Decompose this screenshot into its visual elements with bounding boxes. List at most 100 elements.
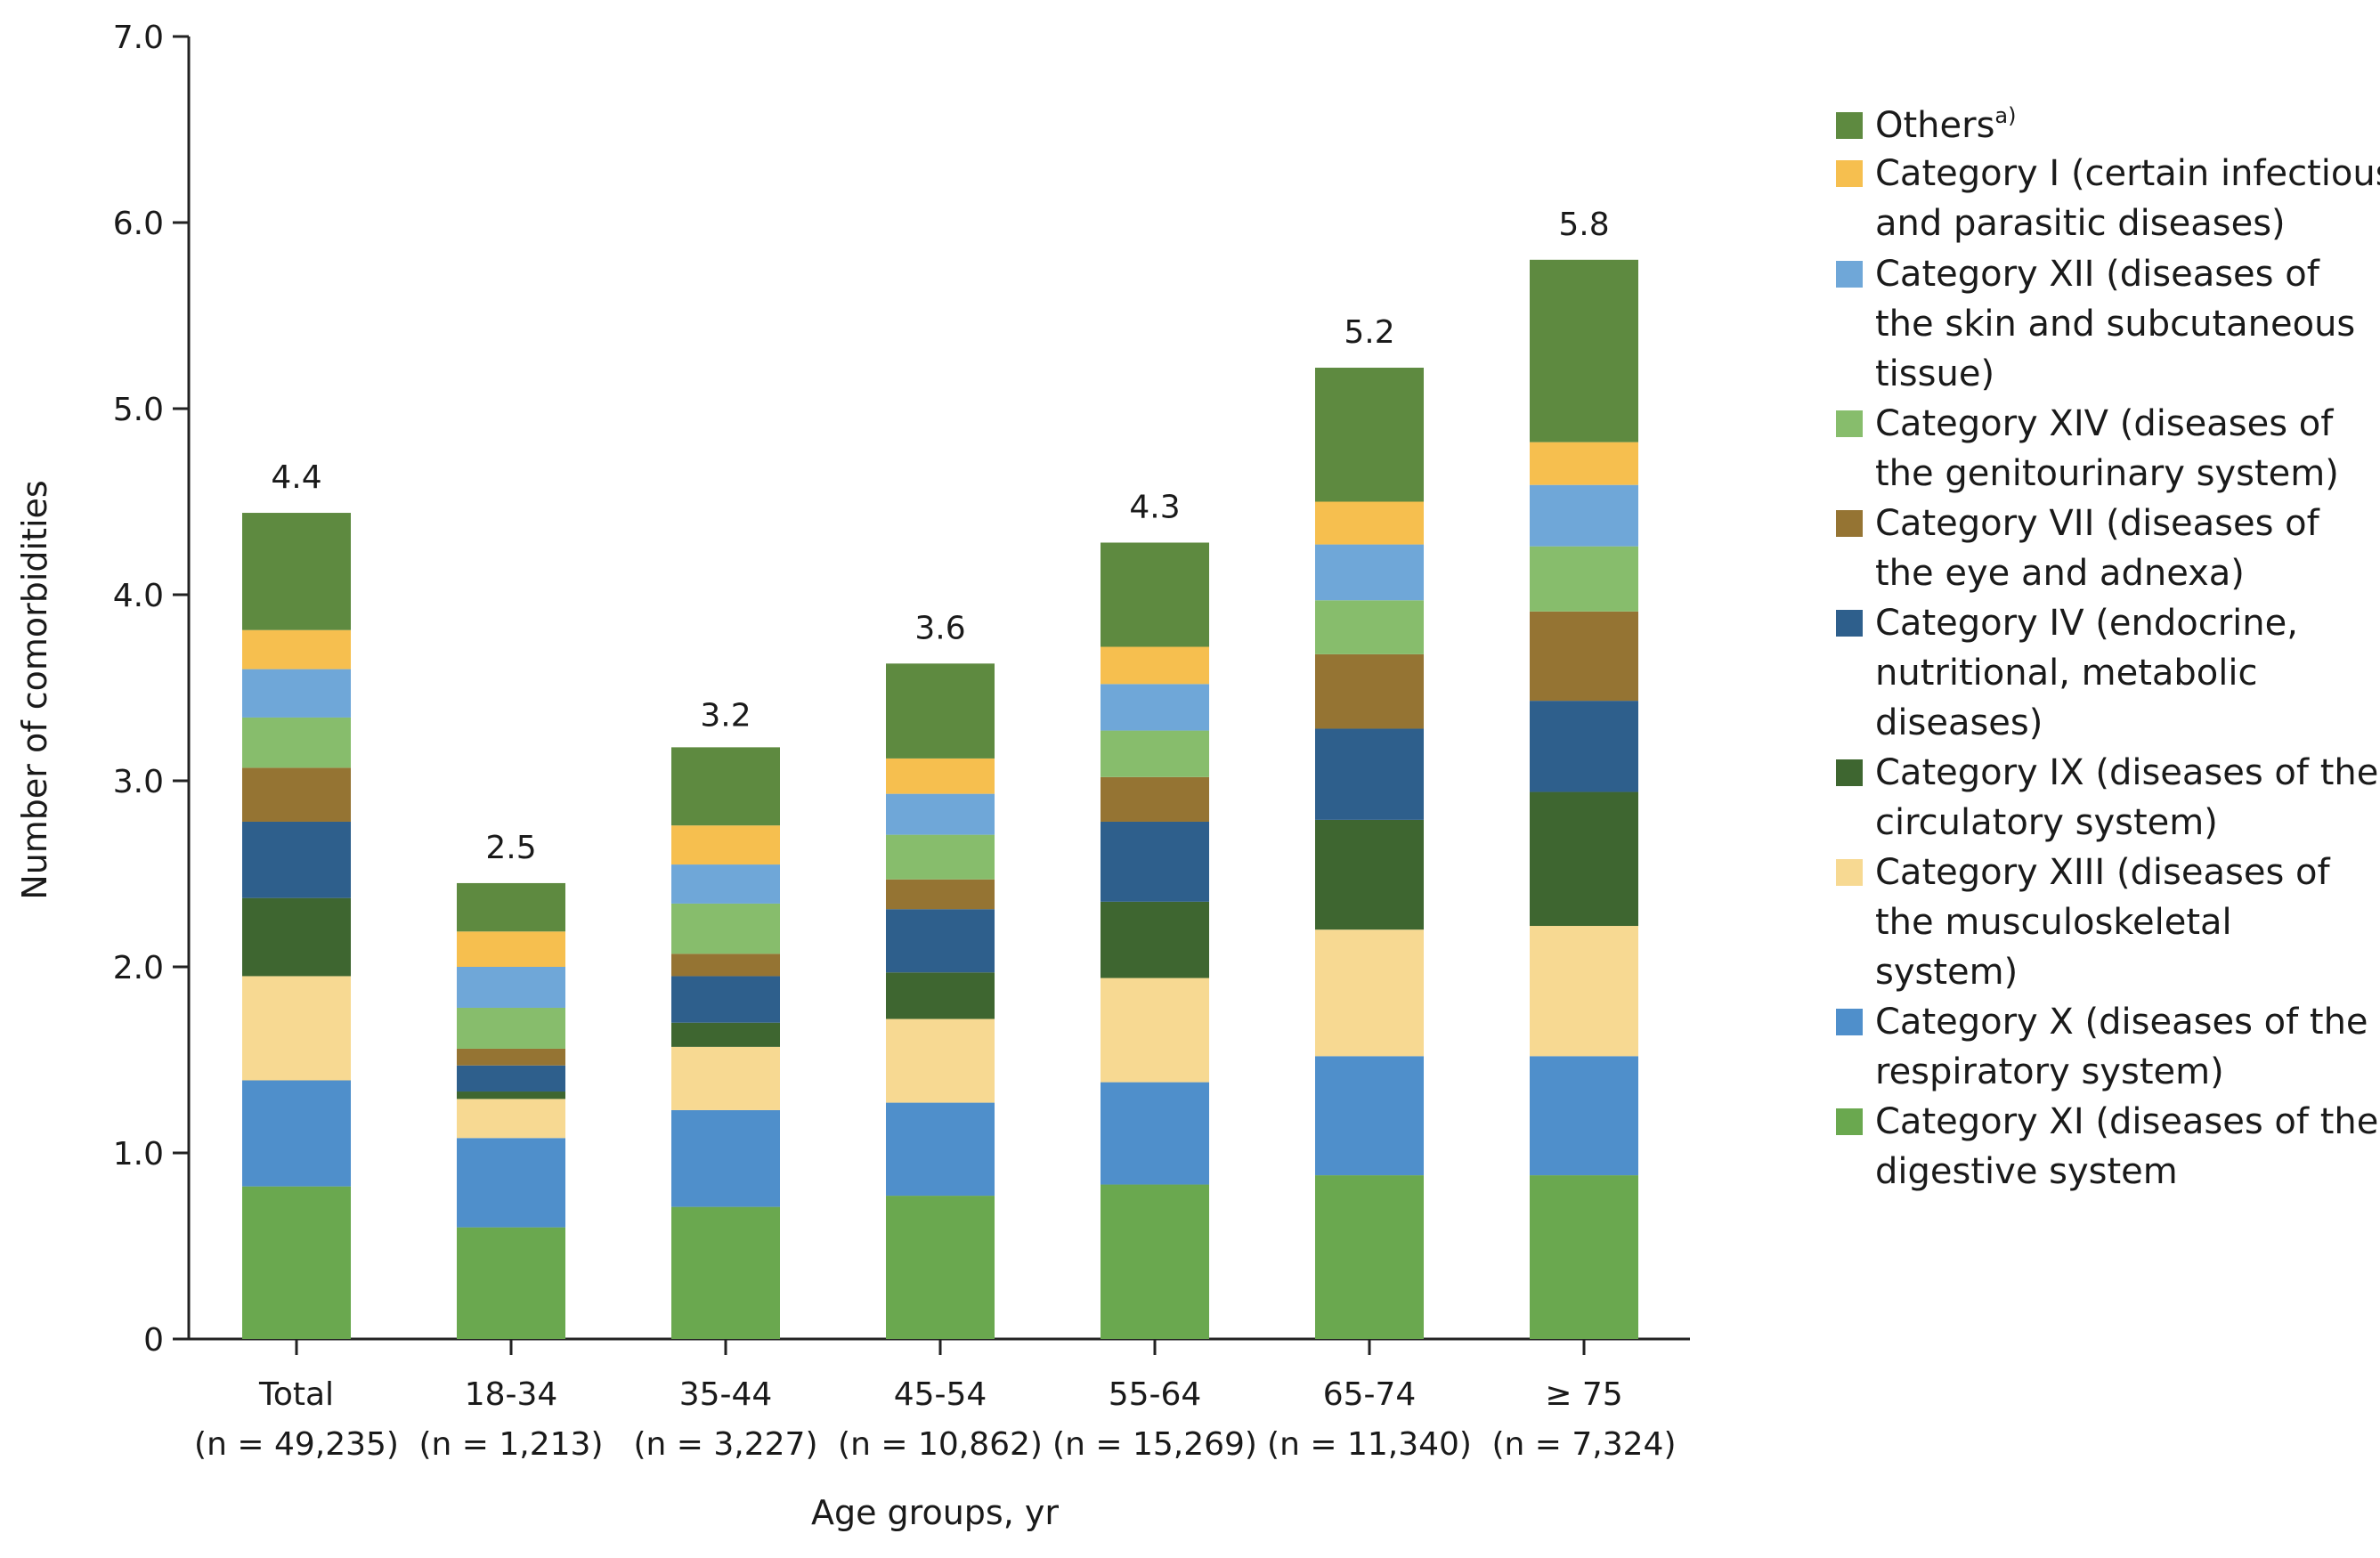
bar-segment <box>1530 791 1638 927</box>
bar-segment <box>457 1007 565 1049</box>
bar-segment <box>457 1099 565 1139</box>
legend-label: Category XIV (diseases of <box>1875 403 2334 444</box>
legend-label: Category XIII (diseases of <box>1875 852 2330 893</box>
legend: Othersa) Category I (certain infectious an… <box>1836 103 2380 1192</box>
legend-label: Category I (certain infectious <box>1875 153 2380 194</box>
x-tick-label-n: (n = 15,269) <box>1052 1426 1257 1463</box>
bar-segment <box>1315 819 1424 930</box>
legend-label: Category XI (diseases of the <box>1875 1101 2378 1142</box>
bar-segment <box>457 967 565 1008</box>
bar-segment <box>1101 542 1209 647</box>
legend-label: Othersa) <box>1875 103 2017 146</box>
bar-segment <box>242 513 351 630</box>
bar-segment <box>242 1186 351 1339</box>
x-tick-label-n: (n = 7,324) <box>1491 1426 1676 1463</box>
legend-swatch <box>1836 1108 1863 1135</box>
x-tick-label-n: (n = 10,862) <box>838 1426 1043 1463</box>
legend-swatch <box>1836 1009 1863 1035</box>
y-tick-label: 2.0 <box>113 950 164 986</box>
bar-segment <box>1315 728 1424 820</box>
bar-segment <box>886 972 995 1019</box>
bar-segment <box>242 976 351 1081</box>
x-tick-label: 65-74 <box>1323 1376 1417 1413</box>
bar-segment <box>886 834 995 880</box>
x-tick-label: 45-54 <box>894 1376 987 1413</box>
bar-segment <box>671 1022 780 1047</box>
y-tick-label: 1.0 <box>113 1136 164 1173</box>
bar-segment <box>457 1065 565 1092</box>
bar-segment <box>1101 978 1209 1083</box>
x-tick-label: Total <box>258 1376 334 1413</box>
bar-segment <box>242 821 351 898</box>
bar-segment <box>1530 546 1638 612</box>
bar-segment <box>1315 653 1424 729</box>
bar-segment <box>671 825 780 865</box>
bar-segment <box>1530 1175 1638 1339</box>
bar-segment <box>1530 611 1638 702</box>
bar-segment <box>671 903 780 954</box>
legend-swatch <box>1836 261 1863 288</box>
bars <box>242 259 1638 1339</box>
legend-label: respiratory system) <box>1875 1051 2224 1092</box>
legend-label: Category X (diseases of the <box>1875 1002 2368 1043</box>
bar-segment <box>457 882 565 932</box>
bar-segment <box>671 976 780 1023</box>
bar-segment <box>1530 442 1638 485</box>
bar-segment <box>886 1018 995 1103</box>
bar-segment <box>242 767 351 822</box>
bar-segment <box>886 1196 995 1339</box>
bar-segment <box>1101 776 1209 822</box>
y-tick-label: 5.0 <box>113 392 164 428</box>
legend-label: diseases) <box>1875 702 2043 743</box>
legend-swatch <box>1836 112 1863 139</box>
legend-label: Category IV (endocrine, <box>1875 603 2298 644</box>
bar-segment <box>457 1138 565 1228</box>
legend-swatch <box>1836 510 1863 537</box>
legend-superscript: a) <box>1994 103 2016 128</box>
y-tick-label: 3.0 <box>113 764 164 800</box>
x-tick-label: 55-64 <box>1109 1376 1202 1413</box>
bar-segment <box>242 669 351 718</box>
bar-segment <box>242 1080 351 1187</box>
bar-segment <box>886 758 995 794</box>
bar-segment <box>671 747 780 826</box>
x-axis-title: Age groups, yr <box>811 1493 1059 1532</box>
legend-label: digestive system <box>1875 1151 2178 1192</box>
bar-segment <box>457 1048 565 1066</box>
legend-swatch <box>1836 160 1863 187</box>
x-tick-label-n: (n = 1,213) <box>418 1426 603 1463</box>
bar-segment <box>1101 821 1209 902</box>
legend-label: the eye and adnexa) <box>1875 553 2245 594</box>
bar-segment <box>1315 1056 1424 1176</box>
bar-segment <box>1530 1056 1638 1176</box>
x-tick-label: ≥ 75 <box>1545 1376 1622 1413</box>
bar-segment <box>1101 646 1209 685</box>
bar-segment <box>1101 730 1209 777</box>
x-tick-label: 18-34 <box>465 1376 558 1413</box>
bar-segment <box>886 663 995 759</box>
bar-segment <box>457 1091 565 1100</box>
bar-segment <box>1101 1082 1209 1185</box>
bar-segment <box>1530 926 1638 1057</box>
y-tick-label: 4.0 <box>113 578 164 614</box>
x-tick-label-n: (n = 49,235) <box>194 1426 399 1463</box>
bar-segment <box>1530 484 1638 547</box>
bar-segment <box>242 629 351 669</box>
bar-segment <box>1315 929 1424 1057</box>
legend-label: the genitourinary system) <box>1875 453 2339 494</box>
bar-segment <box>1315 501 1424 545</box>
bar-segment <box>1315 1175 1424 1339</box>
x-tick-label-n: (n = 11,340) <box>1267 1426 1472 1463</box>
legend-label: nutritional, metabolic <box>1875 653 2257 694</box>
bar-segment <box>671 1109 780 1207</box>
bar-segment <box>1315 368 1424 502</box>
bar-total-label: 2.5 <box>485 830 536 866</box>
bar-total-label: 3.6 <box>914 610 965 646</box>
legend-label: Category XII (diseases of <box>1875 254 2320 295</box>
bar-segment <box>1530 259 1638 442</box>
bar-segment <box>886 909 995 973</box>
legend-label: tissue) <box>1875 353 1994 394</box>
legend-swatch <box>1836 610 1863 637</box>
bar-segment <box>671 1046 780 1110</box>
